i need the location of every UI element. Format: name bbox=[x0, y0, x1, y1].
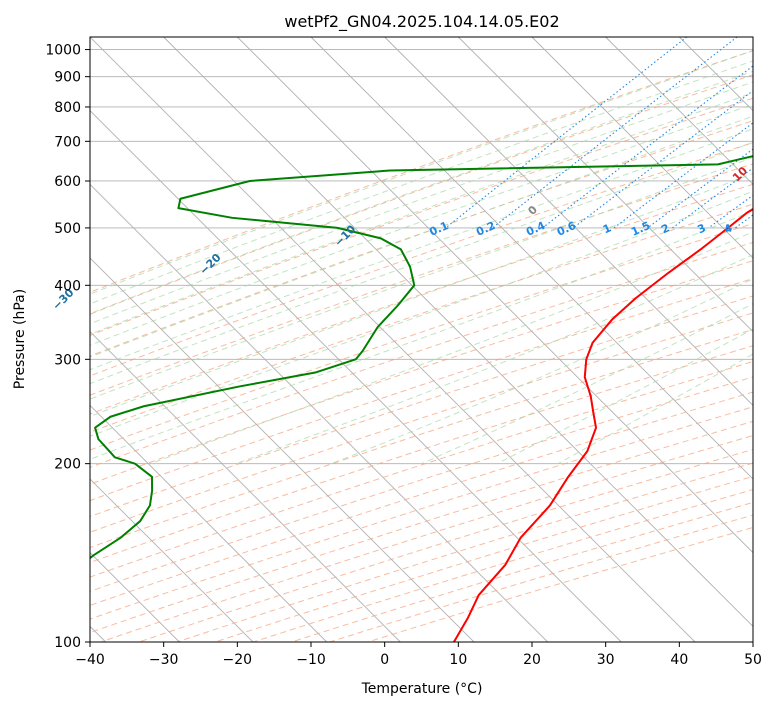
isotherm-line bbox=[90, 183, 548, 642]
x-axis-label: Temperature (°C) bbox=[361, 681, 483, 697]
x-tick-label: 10 bbox=[449, 652, 467, 668]
y-tick-label: 200 bbox=[54, 457, 81, 473]
isotherm-line bbox=[90, 110, 622, 642]
isotherm-line bbox=[310, 37, 753, 480]
dry-adiabat-line bbox=[367, 526, 753, 642]
mixing-ratio-line bbox=[492, 37, 738, 229]
background-lines bbox=[90, 37, 753, 642]
y-axis-label: Pressure (hPa) bbox=[12, 289, 28, 389]
moist-adiabat-line bbox=[90, 103, 753, 346]
x-tick-label: 20 bbox=[523, 652, 541, 668]
chart-title: wetPf2_GN04.2025.104.14.05.E02 bbox=[284, 12, 559, 32]
x-tick-label: −10 bbox=[296, 652, 326, 668]
y-tick-label: 600 bbox=[54, 174, 81, 190]
dry-adiabat-line bbox=[90, 50, 753, 293]
moist-adiabat-line bbox=[90, 128, 753, 371]
dry-adiabat-line bbox=[90, 391, 753, 606]
y-tick-label: 400 bbox=[54, 278, 81, 294]
isotherm-line bbox=[90, 37, 696, 642]
y-tick-label: 300 bbox=[54, 352, 81, 368]
moist-adiabat-line bbox=[90, 115, 753, 358]
x-tick-label: 0 bbox=[380, 652, 389, 668]
profiles bbox=[90, 155, 753, 642]
isotherm-line bbox=[237, 37, 753, 554]
x-tick-label: −40 bbox=[75, 652, 105, 668]
dry-adiabat-line bbox=[291, 501, 753, 642]
moist-adiabat-line bbox=[150, 231, 753, 465]
y-tick-label: 700 bbox=[54, 134, 81, 150]
dry-adiabat-line bbox=[90, 295, 753, 518]
mixing-ratio-line bbox=[672, 167, 753, 229]
dry-adiabat-line bbox=[90, 120, 753, 357]
moist-adiabat-line bbox=[90, 190, 753, 437]
moist-adiabat-line bbox=[421, 303, 753, 465]
moist-adiabat-line bbox=[90, 70, 753, 315]
isotherm-line bbox=[90, 404, 327, 642]
mixing-ratio-line bbox=[542, 65, 753, 229]
dry-adiabat-line bbox=[90, 328, 753, 549]
y-tick-label: 900 bbox=[54, 70, 81, 86]
plot-frame bbox=[89, 36, 754, 643]
dry-adiabat-line bbox=[90, 360, 753, 578]
moist-adiabat-line bbox=[90, 141, 753, 385]
isotherm-line bbox=[531, 37, 753, 259]
y-tick-label: 100 bbox=[54, 635, 81, 651]
isotherm-line bbox=[90, 257, 475, 642]
x-tick-label: −20 bbox=[223, 652, 253, 668]
x-tick-label: −30 bbox=[149, 652, 179, 668]
dry-adiabat-line bbox=[90, 420, 753, 634]
isotherm-line bbox=[458, 37, 753, 333]
dry-adiabat-line bbox=[90, 260, 753, 485]
isotherm-line bbox=[90, 331, 401, 642]
dry-adiabat-line bbox=[90, 312, 753, 533]
x-tick-label: 40 bbox=[670, 652, 688, 668]
y-tick-label: 1000 bbox=[45, 43, 81, 59]
axes: −40 −30 −20 −10 0 10 20 30 40 50 100 200 300 400 500 60… bbox=[45, 43, 762, 668]
dry-adiabat-line bbox=[90, 406, 753, 620]
x-tick-label: 30 bbox=[597, 652, 615, 668]
dry-adiabat-line bbox=[329, 514, 753, 642]
isotherm-line bbox=[163, 37, 753, 627]
isotherm-line bbox=[605, 37, 753, 185]
y-tick-label: 800 bbox=[54, 100, 81, 116]
mixing-ratio-line bbox=[572, 90, 753, 229]
moist-adiabat-line bbox=[90, 81, 753, 325]
y-tick-label: 500 bbox=[54, 221, 81, 237]
isotherm-line bbox=[384, 37, 753, 406]
dewpoint-profile-line bbox=[90, 155, 753, 560]
x-tick-label: 50 bbox=[744, 652, 762, 668]
temperature-profile-line bbox=[453, 207, 753, 642]
isotherm-line bbox=[90, 478, 254, 642]
dry-adiabat-line bbox=[90, 376, 753, 592]
dry-adiabat-line bbox=[100, 434, 753, 642]
